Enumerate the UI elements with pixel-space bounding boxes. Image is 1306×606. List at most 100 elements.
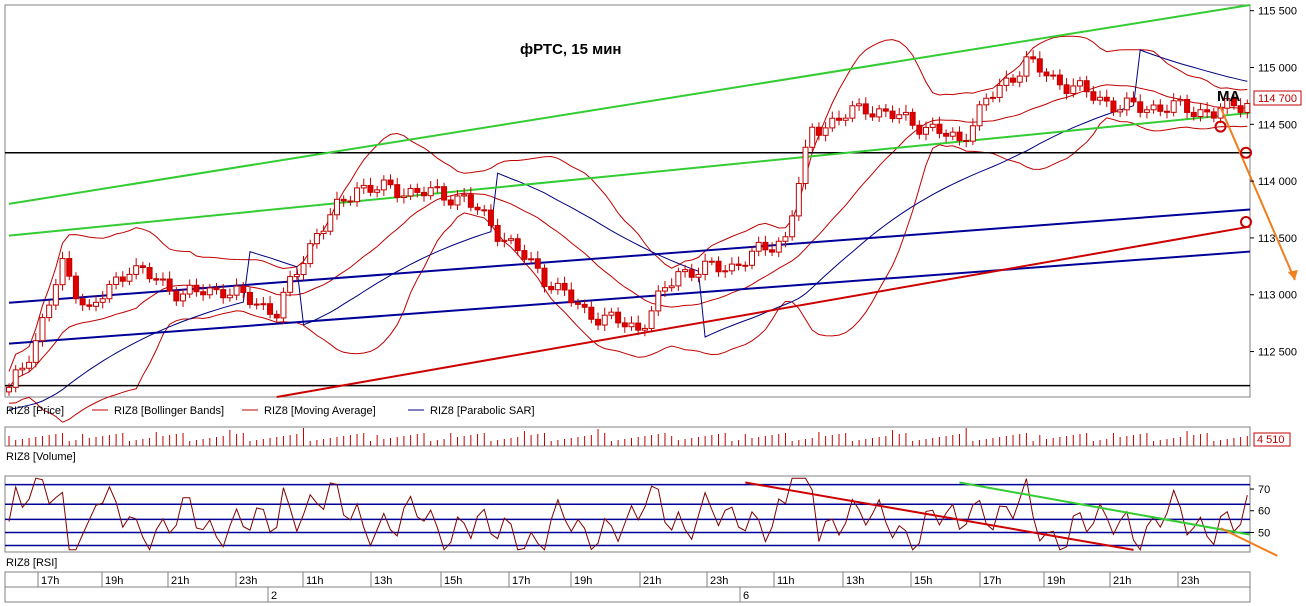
time-tick-label: 11h — [777, 575, 795, 587]
candle-body — [1036, 58, 1043, 73]
candle-body — [1110, 100, 1117, 113]
candle-body — [186, 284, 193, 295]
candle-body — [956, 131, 963, 141]
projection-arrow — [1219, 106, 1296, 281]
candle-body — [882, 108, 889, 112]
price-hlevels — [5, 151, 1250, 387]
rsi-trendlines — [745, 481, 1251, 551]
time-tick-label: 17h — [512, 575, 530, 587]
candle-body — [836, 117, 842, 121]
candle-body — [441, 186, 448, 201]
candle-body — [856, 103, 863, 107]
candle-body — [267, 303, 274, 315]
candle-body — [1030, 56, 1037, 60]
candle-body — [93, 301, 100, 307]
candle-body — [896, 114, 903, 120]
candle-body — [220, 289, 227, 299]
last-volume-label: 4 510 — [1257, 434, 1285, 446]
candle-body — [240, 285, 247, 293]
candle-body — [126, 273, 133, 282]
candle-body — [876, 108, 883, 118]
candle-body — [675, 271, 682, 287]
candle-body — [1016, 75, 1023, 83]
candle-body — [969, 125, 976, 142]
candle-body — [354, 187, 361, 203]
candle-body — [628, 322, 635, 328]
candle-body — [842, 117, 849, 121]
candle-body — [902, 111, 909, 116]
trendline — [8, 208, 1251, 304]
candle-body — [715, 260, 722, 273]
bollinger-upper — [8, 35, 1248, 372]
candle-body — [514, 238, 521, 252]
rsi-trendline — [745, 481, 1134, 551]
candle-body — [822, 127, 829, 136]
candle-body — [541, 267, 548, 287]
rsi-line — [8, 477, 1248, 552]
candle-body — [789, 215, 796, 238]
time-tick-label: 13h — [846, 575, 864, 587]
candle-body — [113, 276, 120, 285]
time-tick-label: 19h — [574, 575, 592, 587]
candle-body — [153, 278, 160, 281]
candle-body — [474, 206, 481, 211]
candle-body — [32, 340, 39, 363]
candle-body — [1090, 91, 1097, 101]
candle-body — [173, 290, 180, 302]
candle-body — [427, 187, 434, 197]
candle-body — [695, 273, 702, 278]
candle-body — [180, 293, 187, 302]
rsi-line-path — [8, 477, 1248, 552]
candle-body — [387, 179, 394, 186]
candle-body — [1083, 80, 1090, 93]
price-axis: 115 500 115 000 114 500 114 000 113 500 113 0… — [1250, 6, 1297, 359]
candle-body — [501, 239, 508, 242]
candle-body — [1137, 101, 1144, 113]
ma-annotation: MA — [1217, 88, 1240, 105]
candle-body — [561, 282, 568, 291]
candle-body — [200, 291, 207, 296]
candle-body — [976, 104, 983, 127]
candle-body — [943, 132, 950, 137]
candle-body — [19, 367, 26, 371]
price-tick-label: 114 500 — [1258, 119, 1297, 131]
candle-body — [260, 303, 267, 306]
candle-body — [595, 318, 602, 326]
candle-body — [1197, 109, 1204, 117]
chart-title: фРТС, 15 мин — [520, 41, 622, 58]
candle-body — [333, 198, 340, 216]
candle-body — [963, 139, 970, 142]
price-tick-label: 114 000 — [1258, 176, 1297, 188]
volume-bars — [8, 428, 1248, 446]
candle-body — [635, 322, 642, 331]
candle-body — [1117, 109, 1124, 113]
candle-body — [1063, 84, 1070, 94]
price-pane — [4, 4, 1251, 398]
candle-body — [929, 123, 936, 128]
candle-body — [862, 103, 869, 115]
time-tick-label: 17h — [983, 575, 1001, 587]
candle-body — [380, 179, 387, 191]
candle-body — [648, 310, 655, 329]
candle-body — [1103, 96, 1110, 102]
candle-body — [735, 263, 742, 266]
rsi-tick-label: 70 — [1258, 484, 1270, 496]
price-sar — [8, 49, 1248, 410]
time-tick-label: 15h — [914, 575, 932, 587]
candle-body — [1230, 98, 1237, 107]
candle-body — [66, 258, 73, 277]
day-tick-label: 2 — [271, 590, 277, 602]
candle-body — [1190, 111, 1197, 117]
candle-body — [916, 124, 923, 135]
candle-body — [1170, 100, 1177, 113]
candle-body — [327, 214, 334, 232]
candle-body — [748, 250, 755, 266]
candle-body — [400, 195, 407, 198]
candle-body — [769, 249, 776, 253]
candle-body — [949, 131, 956, 137]
candle-body — [461, 194, 468, 197]
last-price-badge: 114 700 — [1253, 90, 1302, 106]
candle-body — [494, 224, 501, 242]
candle-body — [320, 230, 327, 235]
